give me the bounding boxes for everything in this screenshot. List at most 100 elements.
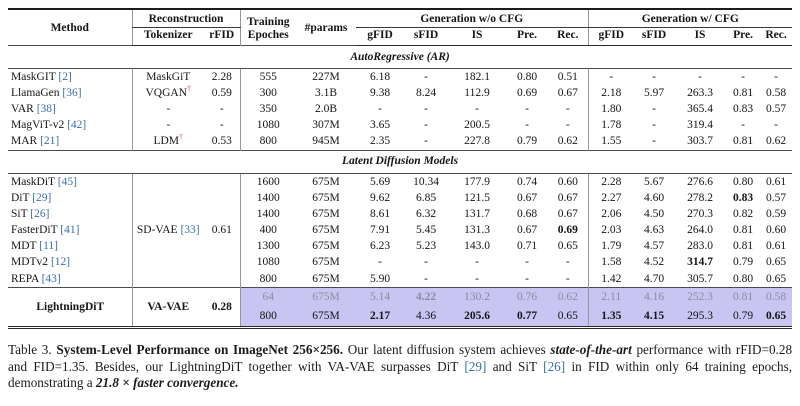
cell-pre-w: - [741,70,745,83]
cell-gfid-w: 2.28 [587,173,635,191]
cell-is-w: 305.7 [687,272,713,285]
cell-rfid: 2.28 [211,70,232,83]
cell-is-wo: 143.0 [464,240,490,253]
caption-text: performance with rFID=0.28 and FID=1.35.… [8,342,793,374]
cell-pre-w: 0.79 [732,256,754,269]
cell-gfid-wo: 2.17 [356,307,404,328]
cell-params: 2.0B [314,102,338,115]
cell-pre-wo: 0.67 [516,191,538,204]
cell-rec-w: 0.65 [765,256,787,269]
cell-sfid-w: 4.16 [634,287,675,308]
table-row-var: VAR [38] - - 350 2.0B - - - - - 1.80 - 3… [8,101,792,118]
cell-rec-wo: - [565,256,570,269]
cell-pre-wo: 0.69 [516,86,538,99]
citation-link[interactable]: [26] [543,358,566,374]
cell-epochs: 1080 [239,254,296,272]
citation-link[interactable]: [45] [57,175,77,188]
col-header-rfid: rFID [204,27,240,46]
citation-link[interactable]: [41] [60,224,80,237]
cell-gfid-w: - [587,68,635,86]
cell-rec-w: 0.57 [765,102,787,115]
cell-is-wo: 131.7 [464,207,490,220]
cell-epochs: 300 [239,85,296,102]
table-row-mar: MAR [21] LDM† 0.53 800 945M 2.35 - 227.8… [8,133,792,151]
method-name: REPA [11,272,39,285]
cell-epochs: 1080 [239,117,296,134]
cell-pre-wo: 0.67 [516,224,538,237]
col-header-rec-wo: Rec. [548,27,589,46]
cell-rec-wo: 0.69 [557,224,578,237]
header-row-sub: Tokenizer rFID gFID sFID IS Pre. Rec. gF… [8,27,793,46]
cell-rfid: - [219,102,224,115]
cell-pre-wo: 0.71 [516,240,538,253]
cell-gfid-wo: 5.69 [369,175,391,188]
cell-rec-w: 0.57 [765,191,787,204]
col-header-gfid-wo: gFID [356,27,404,46]
cell-epochs: 555 [239,68,296,86]
table-row-mdtv2: MDTv2 [12] 1080 675M - - - - - 1.58 4.52… [8,254,792,272]
cell-pre-wo: - [525,102,529,115]
cell-epochs: 800 [239,307,296,328]
cell-sfid-wo: 6.85 [415,191,437,204]
cell-is-wo: - [475,102,479,115]
cell-is-wo: 121.5 [464,191,490,204]
cell-pre-wo: - [525,272,529,285]
method-name: VAR [11,102,34,115]
cell-pre-wo: 0.76 [506,287,548,308]
col-header-pre-wo: Pre. [506,27,548,46]
cell-rec-wo: 0.60 [557,175,578,188]
table-row-maskgit: MaskGIT [2] MaskGiT 2.28 555 227M 6.18 -… [8,68,792,86]
citation-link[interactable]: [42] [67,119,87,132]
citation-link[interactable]: [33] [180,224,200,237]
citation-link[interactable]: [11] [39,240,58,253]
cell-params: 945M [312,135,340,148]
cell-rec-w: 0.65 [765,272,787,285]
cell-method: REPA [43] [8,271,132,288]
col-header-gen-w-cfg: Generation w/ CFG [587,9,793,28]
cell-method: LlamaGen [36] [8,85,132,101]
cell-gfid-wo: 9.62 [369,191,391,204]
method-name: FasterDiT [11,224,58,237]
tokenizer-name: - [166,119,171,132]
cell-pre-w: 0.81 [732,86,754,99]
cell-is-w: 295.3 [674,307,727,328]
cell-gfid-wo: 6.18 [369,70,391,83]
citation-link[interactable]: [2] [58,70,72,83]
tokenizer-name: - [166,102,171,115]
citation-link[interactable]: [36] [62,86,82,99]
citation-link[interactable]: [43] [41,272,61,285]
col-header-sfid-w: sFID [634,27,675,46]
cell-is-wo: 130.2 [448,287,506,308]
dagger-mark: † [187,85,192,93]
cell-tokenizer: MaskGiT [131,68,204,86]
citation-link[interactable]: [26] [30,207,50,220]
cell-is-w: 276.6 [687,175,713,188]
cell-pre-wo: 0.80 [516,70,538,83]
cell-is-w: 264.0 [687,224,713,237]
dagger-mark: † [179,133,184,142]
citation-link[interactable]: [38] [36,102,56,115]
cell-is-w: 263.3 [687,86,713,99]
cell-rec-w: - [774,119,778,132]
cell-params: 227M [312,70,340,83]
cell-method: SiT [26] [8,206,132,222]
cell-gfid-wo: 9.38 [369,86,391,99]
citation-link[interactable]: [12] [50,256,71,269]
table-row-fasterdit: FasterDiT [41] 400 675M 7.91 5.45 131.3 … [8,222,792,239]
method-name: MDTv2 [11,256,49,269]
cell-is-w: - [698,70,702,83]
cell-sfid-w: 4.63 [643,224,665,237]
citation-link[interactable]: [21] [40,135,60,148]
cell-rfid-vavae: 0.28 [204,287,240,328]
citation-link[interactable]: [29] [464,358,487,374]
cell-is-wo: 131.3 [464,224,490,237]
cell-params: 675M [296,307,356,328]
citation-link[interactable]: [29] [32,191,52,204]
cell-pre-w: - [741,119,745,132]
cell-gfid-wo: 5.90 [369,272,391,285]
cell-tokenizer: - [131,117,204,134]
caption-label: Table 3. [8,342,52,358]
cell-is-w: 303.7 [687,135,713,148]
cell-gfid-w: 2.11 [587,287,635,308]
col-header-method: Method [50,22,89,34]
